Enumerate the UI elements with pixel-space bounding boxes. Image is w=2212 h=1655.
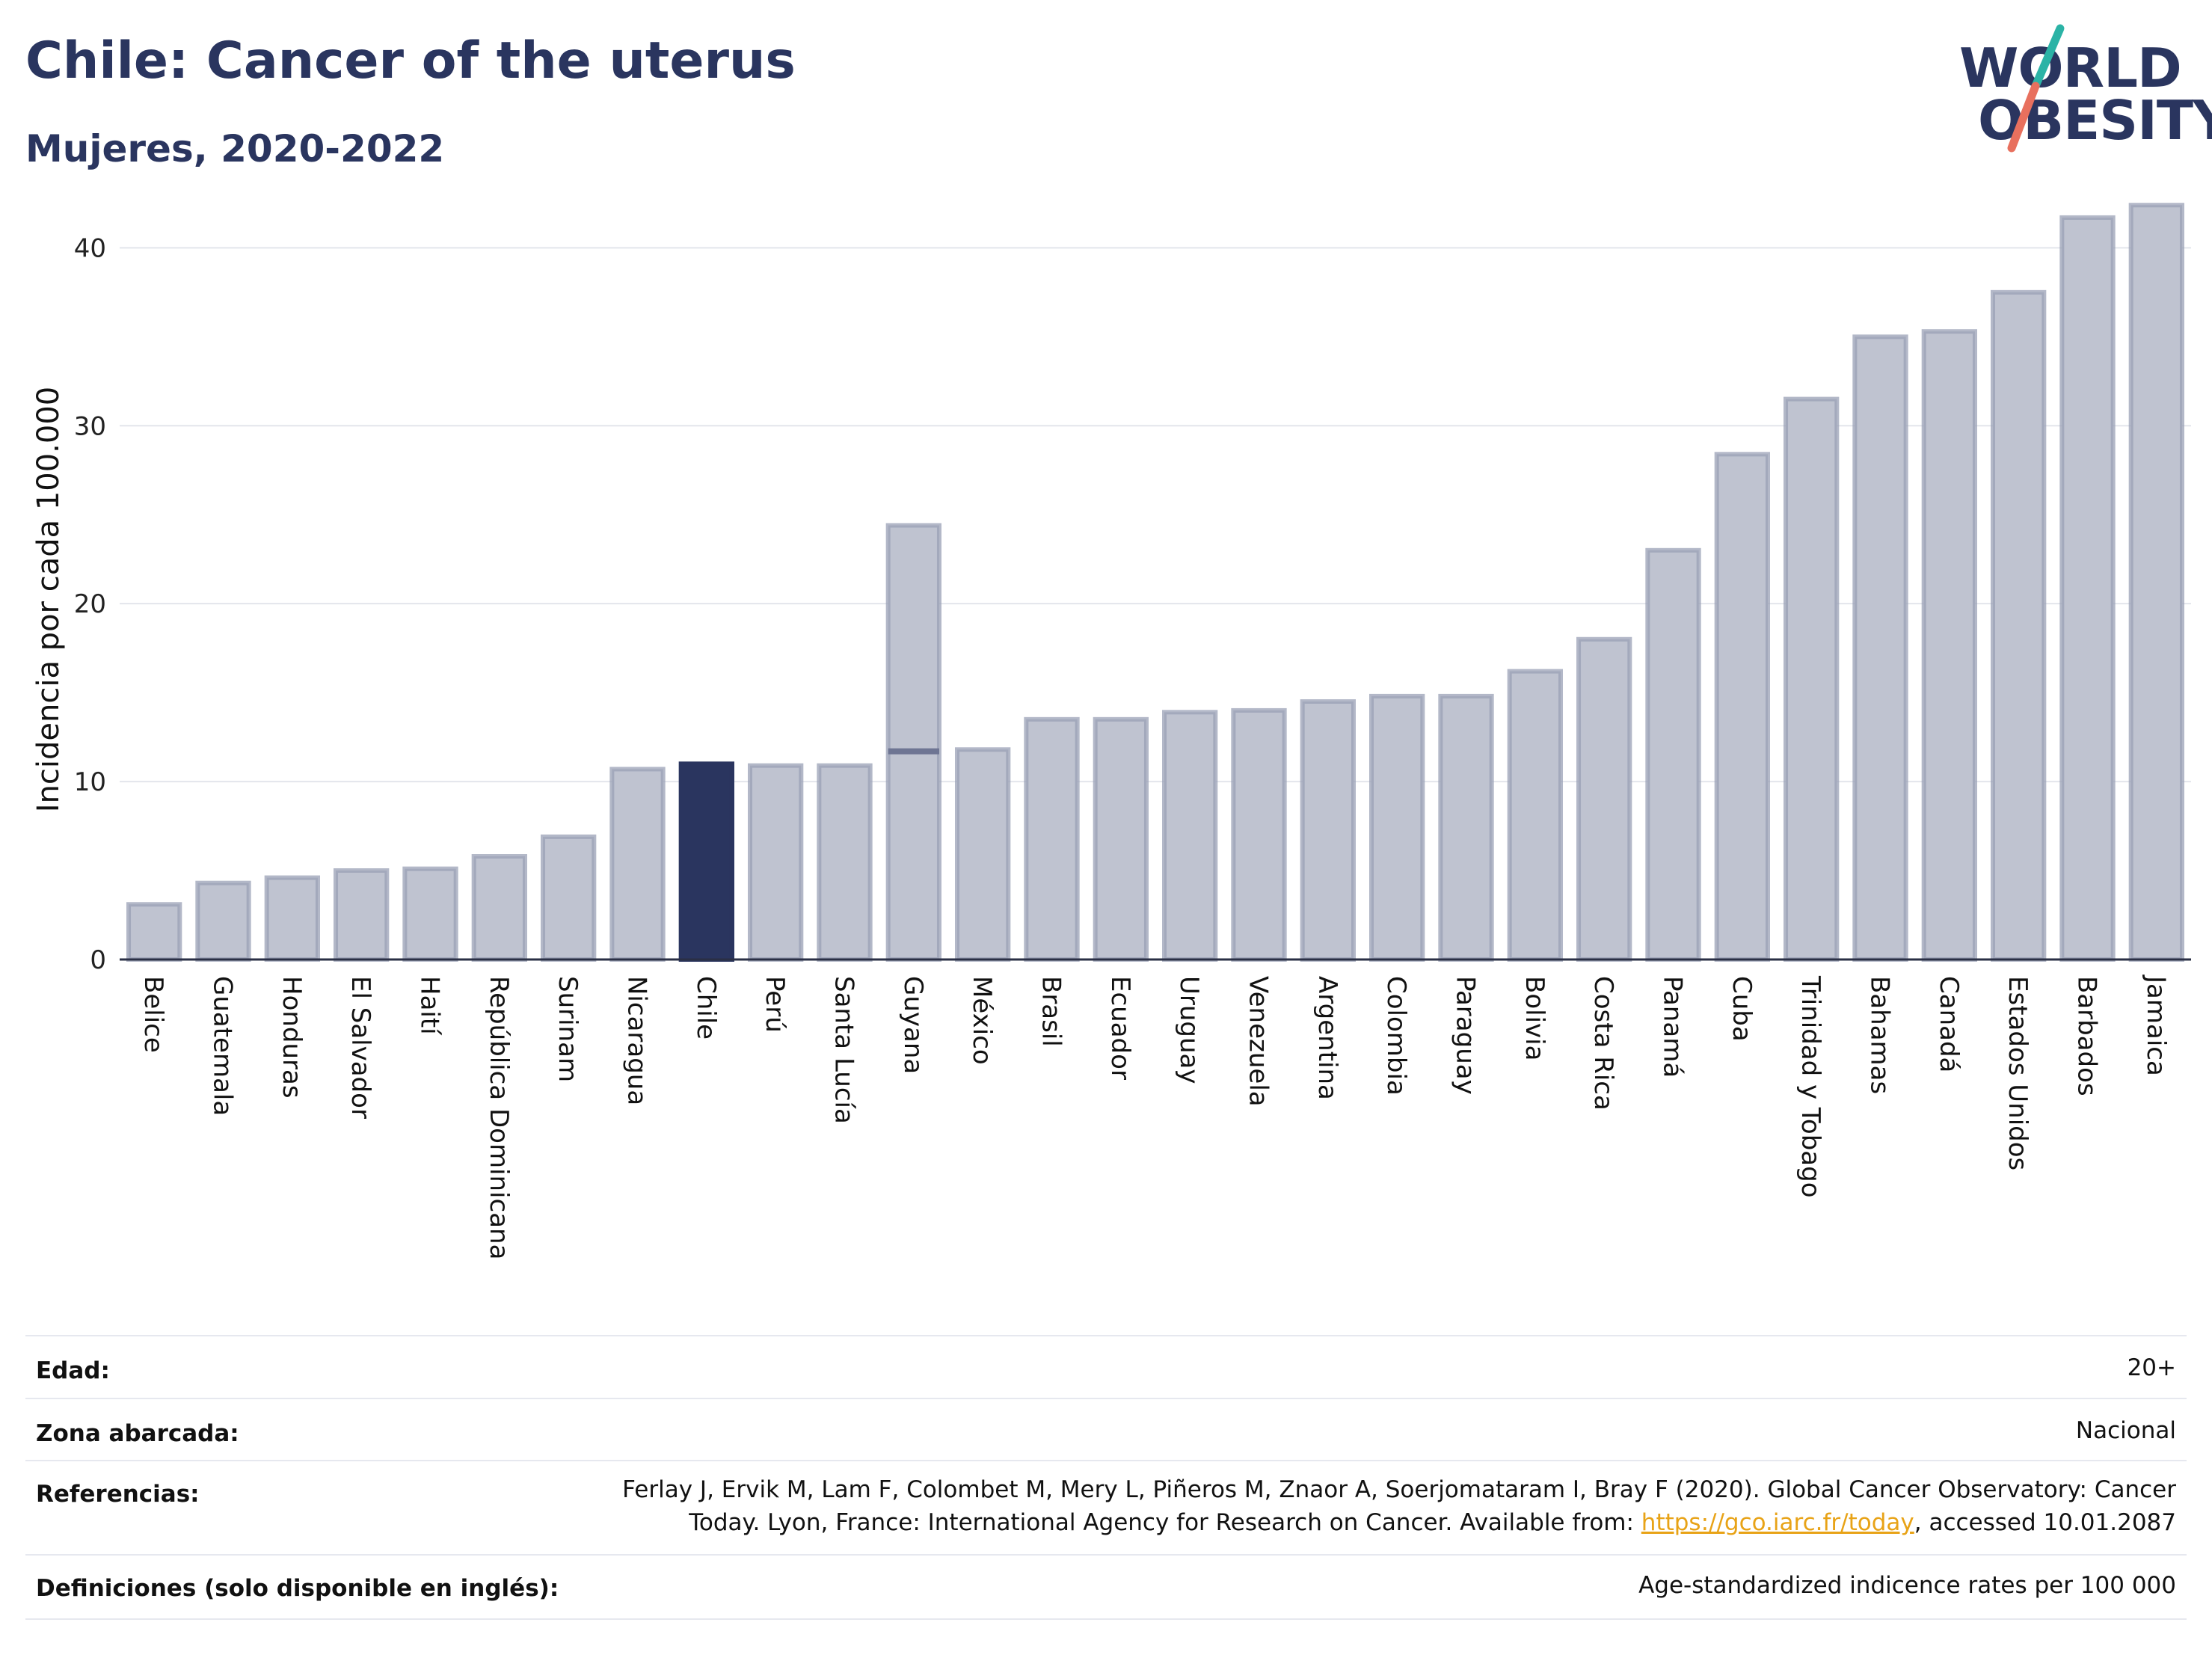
bar-haití xyxy=(402,866,458,962)
x-tick-label: Bolivia xyxy=(1520,976,1549,1060)
bar-paraguay xyxy=(1438,693,1494,962)
meta-row-references: Referencias: Ferlay J, Ervik M, Lam F, C… xyxy=(25,1460,2187,1554)
reference-link[interactable]: https://gco.iarc.fr/today xyxy=(1641,1509,1914,1536)
bar-bahamas xyxy=(1852,334,1908,962)
bar-el-salvador xyxy=(334,868,390,962)
meta-key-zone: Zona abarcada: xyxy=(36,1420,239,1447)
bar-jamaica xyxy=(2128,203,2184,962)
bar-trinidad-y-tobago xyxy=(1784,396,1840,962)
bar-guatemala xyxy=(195,880,251,962)
x-tick-label: Jamaica xyxy=(2141,974,2171,1076)
x-tick-label: Colombia xyxy=(1381,976,1411,1096)
x-tick-label: Cuba xyxy=(1727,976,1757,1042)
bar-guyana xyxy=(885,523,941,962)
meta-value-definitions: Age-standardized indicence rates per 100… xyxy=(1638,1572,2176,1599)
bar-brasil xyxy=(1024,716,1080,962)
x-tick-label: Guyana xyxy=(898,976,928,1074)
x-tick-label: Paraguay xyxy=(1451,976,1481,1095)
meta-value-zone: Nacional xyxy=(2075,1417,2176,1444)
x-tick-label: Belice xyxy=(138,976,168,1053)
x-tick-label: Nicaragua xyxy=(622,976,652,1105)
bar-barbados xyxy=(2059,215,2116,962)
bar-nicaragua xyxy=(609,767,666,962)
x-tick-label: Ecuador xyxy=(1105,976,1135,1080)
bar-santa-lucía xyxy=(817,763,873,962)
bar-colombia xyxy=(1369,693,1425,962)
x-tick-label: Surinam xyxy=(553,976,583,1082)
world-obesity-logo: WORLD OBESITY xyxy=(1944,22,2212,157)
x-tick-label: Perú xyxy=(760,976,790,1033)
bar-chile xyxy=(678,761,734,962)
y-tick-label: 0 xyxy=(90,945,106,975)
x-tick-label: Panamá xyxy=(1658,976,1688,1078)
y-axis-label: Incidencia por cada 100.000 xyxy=(31,387,66,813)
x-tick-label: Estados Unidos xyxy=(2003,976,2033,1170)
bar-estados-unidos xyxy=(1991,289,2047,962)
x-tick-label: Canadá xyxy=(1934,976,1964,1072)
chart-subtitle: Mujeres, 2020-2022 xyxy=(25,127,445,171)
bar-uruguay xyxy=(1162,710,1218,962)
bar-perú xyxy=(748,763,804,962)
y-tick-label: 10 xyxy=(74,767,106,797)
bar-chart: 0 10 20 30 40 Incidencia por cada 100.000 Beli… xyxy=(31,203,2191,1259)
y-tick-label: 20 xyxy=(74,589,106,619)
logo-slash-icon xyxy=(2007,24,2065,153)
bar-cuba xyxy=(1714,452,1770,962)
reference-accessed: , accessed 10.01.2087 xyxy=(1914,1509,2176,1536)
meta-key-definitions: Definiciones (solo disponible en inglés)… xyxy=(36,1575,559,1602)
x-tick-label: Costa Rica xyxy=(1588,976,1618,1111)
bar-belice xyxy=(126,902,182,962)
reference-text: Today. Lyon, France: International Agenc… xyxy=(689,1509,1641,1536)
x-tick-label: México xyxy=(967,976,997,1065)
meta-row-zone: Zona abarcada: Nacional xyxy=(25,1398,2187,1461)
bar-canadá xyxy=(1921,329,1977,962)
reference-line-1: Ferlay J, Ervik M, Lam F, Colombet M, Me… xyxy=(622,1476,2176,1503)
meta-key-references: Referencias: xyxy=(36,1481,200,1508)
x-tick-label: Argentina xyxy=(1312,976,1342,1100)
bar-argentina xyxy=(1300,699,1356,962)
bar-ecuador xyxy=(1093,716,1149,962)
x-tick-label: Barbados xyxy=(2072,976,2102,1096)
x-tick-label: Trinidad y Tobago xyxy=(1795,975,1825,1198)
bar-bolivia xyxy=(1507,669,1563,962)
bar-surinam xyxy=(541,834,597,962)
bar-méxico xyxy=(955,747,1011,962)
bar-venezuela xyxy=(1231,707,1287,962)
y-tick-label: 30 xyxy=(74,411,106,441)
bar-costa-rica xyxy=(1576,636,1632,962)
meta-row-definitions: Definiciones (solo disponible en inglés)… xyxy=(25,1554,2187,1620)
meta-key-age: Edad: xyxy=(36,1357,110,1384)
reference-line-2: Today. Lyon, France: International Agenc… xyxy=(531,1506,2176,1539)
meta-row-age: Edad: 20+ xyxy=(25,1335,2187,1398)
bar-república-dominicana xyxy=(471,854,527,962)
logo-line-1: WORLD xyxy=(1959,37,2182,99)
x-tick-label: Brasil xyxy=(1036,976,1066,1047)
x-tick-label: El Salvador xyxy=(345,976,375,1119)
x-tick-label: Bahamas xyxy=(1865,976,1895,1094)
x-tick-label: Honduras xyxy=(277,976,307,1099)
x-tick-label: Santa Lucía xyxy=(829,976,859,1124)
x-tick-label: Haití xyxy=(415,976,445,1036)
x-tick-label: República Dominicana xyxy=(484,976,514,1259)
x-tick-label: Chile xyxy=(691,976,721,1040)
y-tick-label: 40 xyxy=(74,233,106,263)
bar-panamá xyxy=(1645,547,1701,962)
x-tick-label: Uruguay xyxy=(1174,976,1204,1084)
x-tick-label: Venezuela xyxy=(1244,976,1274,1107)
bar-honduras xyxy=(264,875,320,962)
chart-title: Chile: Cancer of the uterus xyxy=(25,31,796,90)
meta-value-references: Ferlay J, Ervik M, Lam F, Colombet M, Me… xyxy=(531,1473,2176,1539)
meta-value-age: 20+ xyxy=(2127,1354,2176,1381)
x-tick-label: Guatemala xyxy=(208,976,238,1116)
